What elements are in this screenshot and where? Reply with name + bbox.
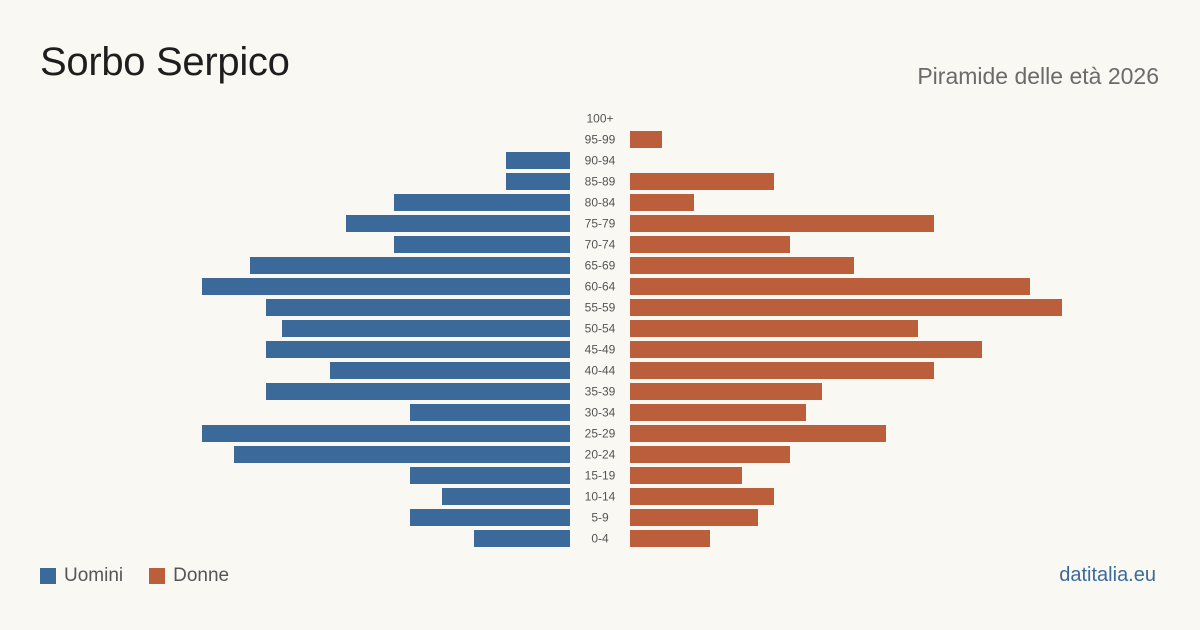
age-label-100plus: 100+: [586, 112, 613, 126]
age-label-55-59: 55-59: [585, 301, 616, 315]
bar-male-0-4: [474, 530, 570, 547]
bar-male-15-19: [410, 467, 570, 484]
legend-swatch-female: [149, 568, 166, 584]
source-link[interactable]: datitalia.eu: [1059, 564, 1156, 586]
bar-male-60-64: [202, 278, 570, 295]
bar-female-20-24: [630, 446, 790, 463]
age-label-75-79: 75-79: [585, 217, 616, 231]
bar-female-10-14: [630, 488, 774, 505]
age-label-10-14: 10-14: [585, 490, 616, 504]
bar-female-25-29: [630, 425, 886, 442]
bar-male-10-14: [442, 488, 570, 505]
bar-female-50-54: [630, 320, 918, 337]
bar-female-30-34: [630, 404, 806, 421]
legend: Uomini Donne: [40, 565, 255, 587]
age-label-95-99: 95-99: [585, 133, 616, 147]
bar-male-75-79: [346, 215, 570, 232]
bar-male-30-34: [410, 404, 570, 421]
age-label-50-54: 50-54: [585, 322, 616, 336]
bar-male-85-89: [506, 173, 570, 190]
chart-subtitle: Piramide delle età 2026: [917, 63, 1159, 89]
bar-male-65-69: [250, 257, 570, 274]
age-label-45-49: 45-49: [585, 343, 616, 357]
age-label-70-74: 70-74: [585, 238, 616, 252]
bar-male-45-49: [266, 341, 570, 358]
bar-male-35-39: [266, 383, 570, 400]
bar-male-70-74: [394, 236, 570, 253]
bar-female-15-19: [630, 467, 742, 484]
age-label-20-24: 20-24: [585, 448, 616, 462]
age-label-5-9: 5-9: [591, 511, 609, 525]
legend-label-female: Donne: [173, 565, 230, 586]
bar-male-80-84: [394, 194, 570, 211]
page-title: Sorbo Serpico: [40, 40, 290, 84]
bar-female-75-79: [630, 215, 934, 232]
bar-female-55-59: [630, 299, 1062, 316]
age-label-80-84: 80-84: [585, 196, 616, 210]
age-label-25-29: 25-29: [585, 427, 616, 441]
age-labels: 100+ 95-99 90-94 85-89 80-84 75-79 70-74 65-69 6…: [585, 112, 616, 546]
legend-item-male: Uomini: [40, 565, 123, 587]
age-label-0-4: 0-4: [591, 532, 609, 546]
age-label-30-34: 30-34: [585, 406, 616, 420]
legend-item-female: Donne: [149, 565, 229, 587]
bar-female-40-44: [630, 362, 934, 379]
bar-male-50-54: [282, 320, 570, 337]
legend-label-male: Uomini: [64, 565, 124, 586]
bar-male-25-29: [202, 425, 570, 442]
age-label-35-39: 35-39: [585, 385, 616, 399]
bar-female-95-99: [630, 131, 662, 148]
bar-male-40-44: [330, 362, 570, 379]
bar-female-60-64: [630, 278, 1030, 295]
bar-female-35-39: [630, 383, 822, 400]
bar-female-80-84: [630, 194, 694, 211]
age-label-15-19: 15-19: [585, 469, 616, 483]
male-bars: [202, 152, 570, 547]
bar-female-5-9: [630, 509, 758, 526]
bar-male-90-94: [506, 152, 570, 169]
female-bars: [630, 131, 1062, 547]
age-label-90-94: 90-94: [585, 154, 616, 168]
age-label-40-44: 40-44: [585, 364, 616, 378]
bar-female-0-4: [630, 530, 710, 547]
bar-female-85-89: [630, 173, 774, 190]
bar-female-70-74: [630, 236, 790, 253]
age-label-60-64: 60-64: [585, 280, 616, 294]
bar-female-65-69: [630, 257, 854, 274]
bar-male-5-9: [410, 509, 570, 526]
age-label-65-69: 65-69: [585, 259, 616, 273]
bar-male-55-59: [266, 299, 570, 316]
legend-swatch-male: [40, 568, 56, 584]
age-label-85-89: 85-89: [585, 175, 616, 189]
bar-male-20-24: [234, 446, 570, 463]
bar-female-45-49: [630, 341, 982, 358]
